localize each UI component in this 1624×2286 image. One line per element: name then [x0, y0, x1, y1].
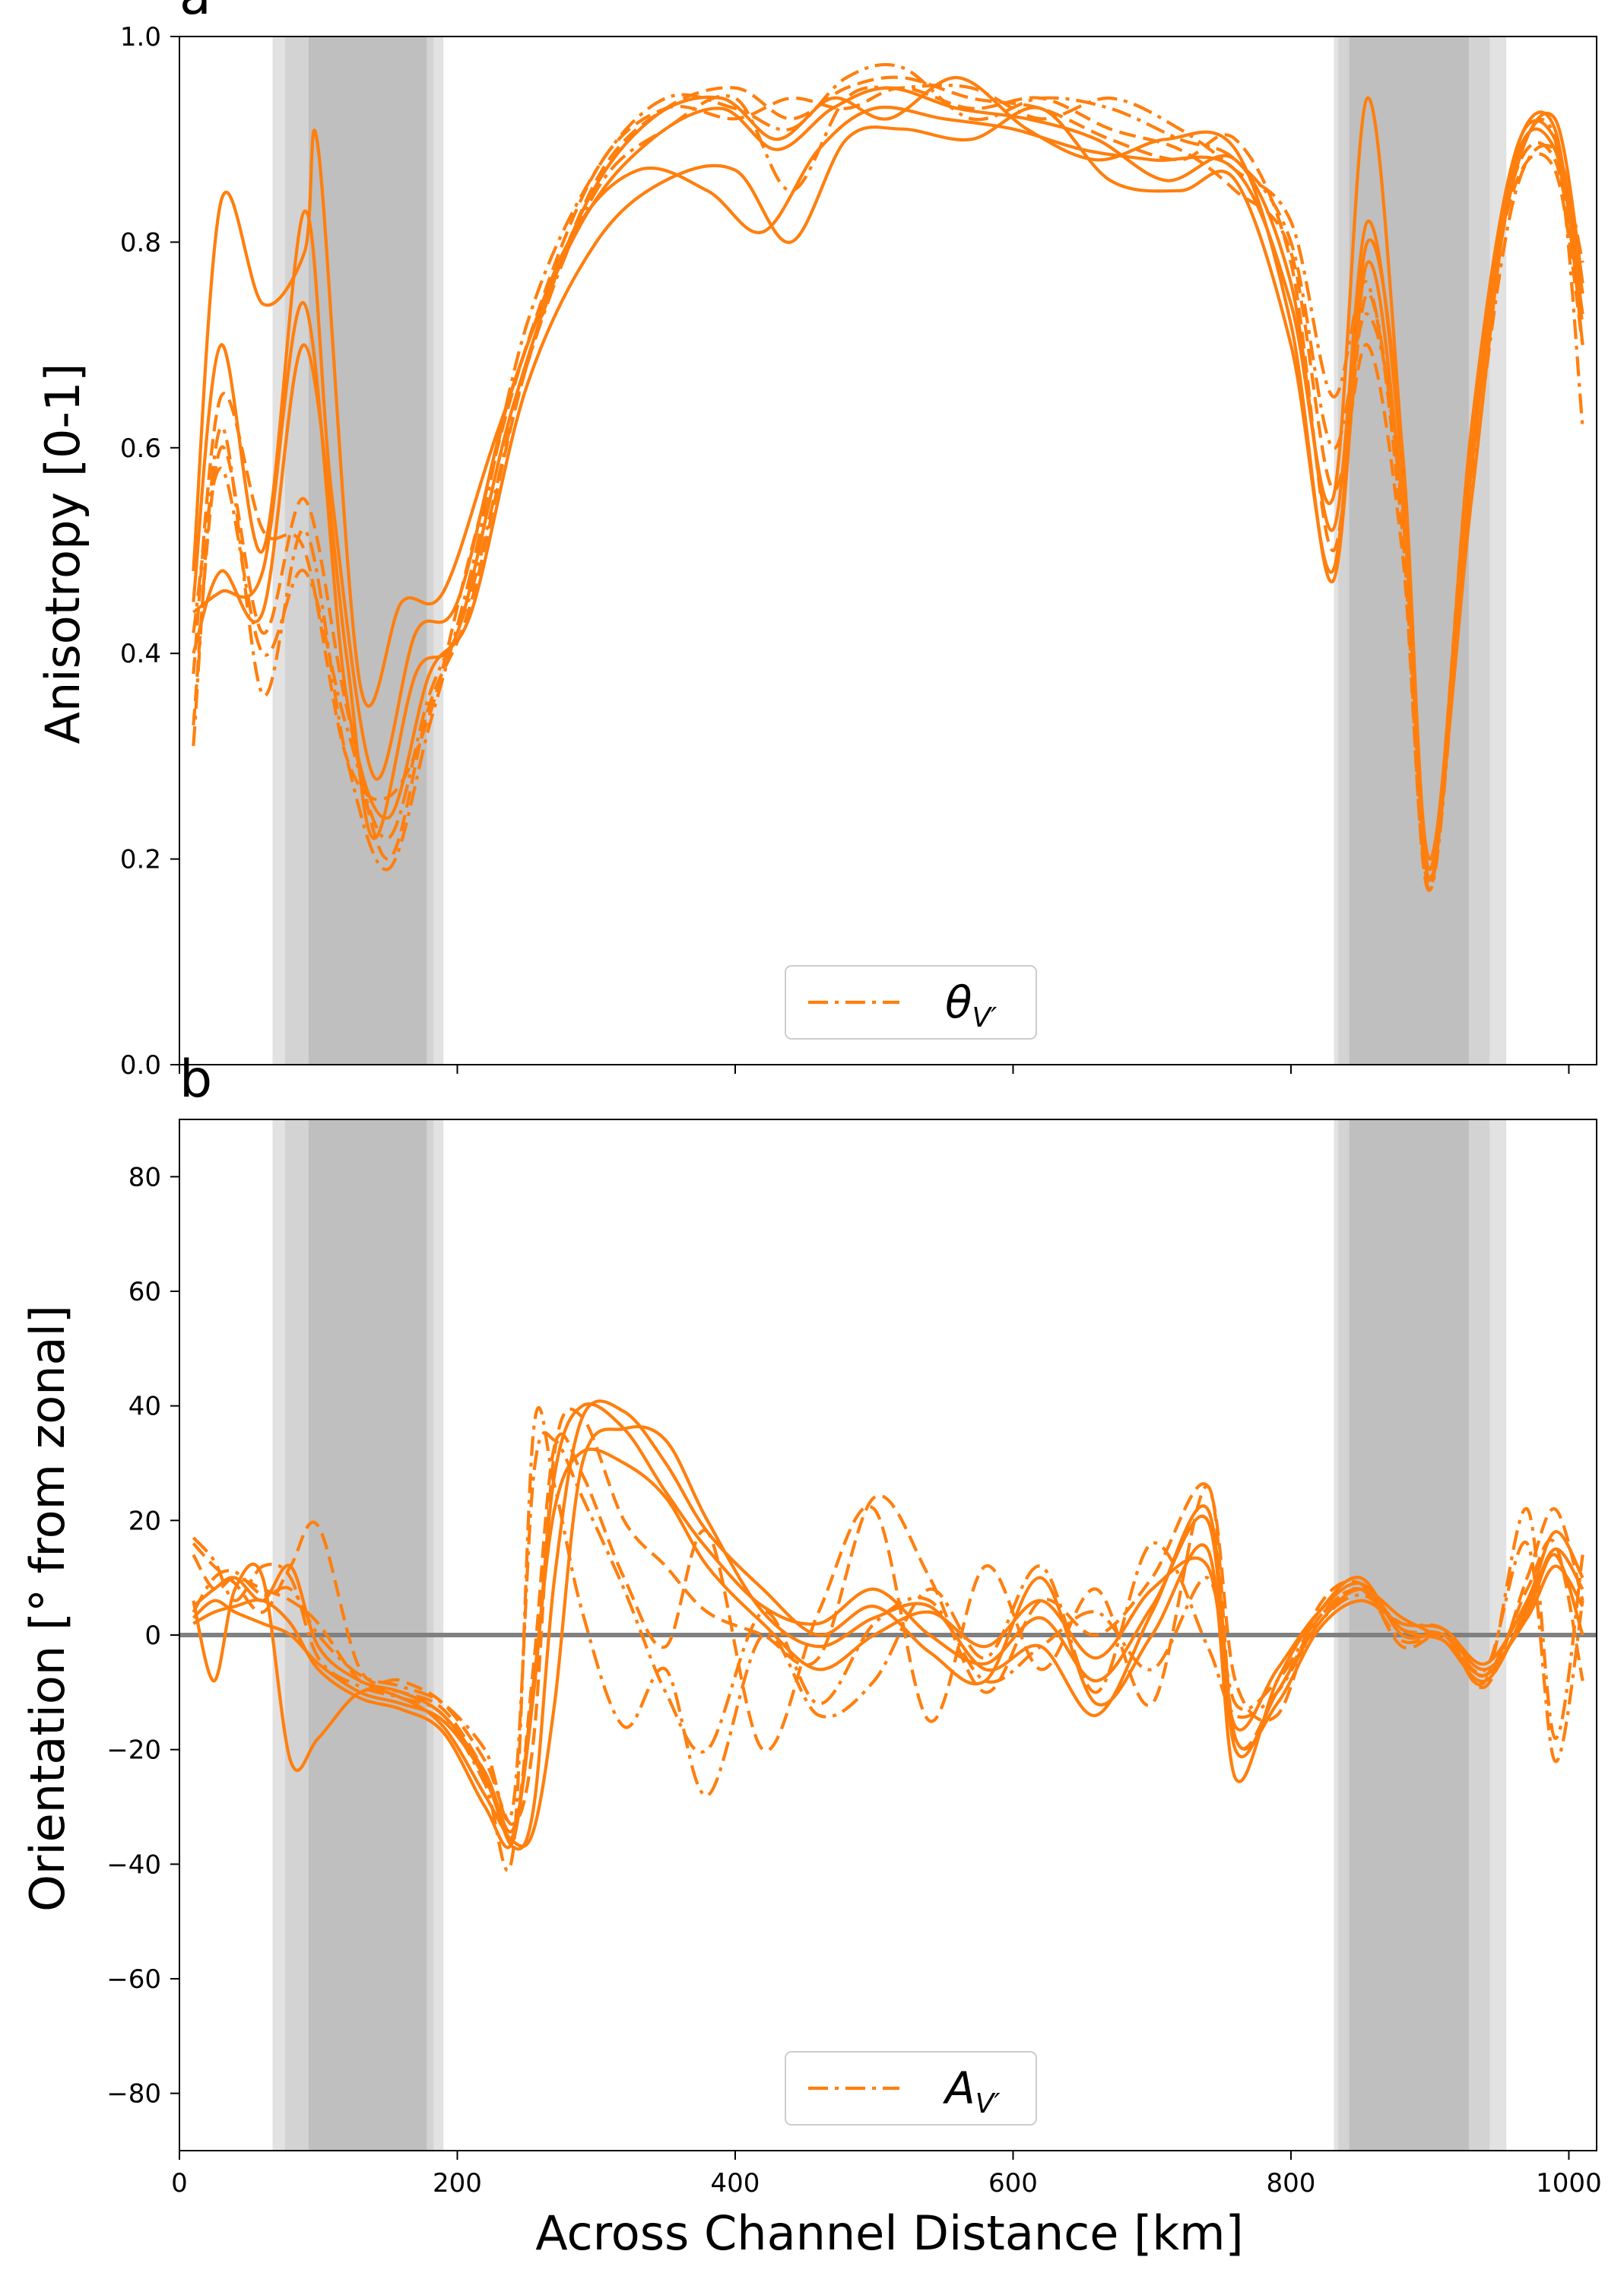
x-tick-label: 400: [711, 2168, 760, 2199]
y-tick-label: −80: [106, 2079, 161, 2110]
legend: θV′: [785, 965, 1037, 1040]
series-group: [192, 62, 1584, 892]
legend-box: [785, 965, 1037, 1040]
axes-frame: [179, 36, 1597, 1065]
x-axis-label: Across Channel Distance [km]: [535, 2205, 1244, 2261]
y-tick-label: 0.0: [120, 1050, 161, 1081]
x-tick-label: 1000: [1536, 2168, 1602, 2199]
panel-letter-b: b: [179, 1049, 212, 1110]
x-tick-label: 600: [988, 2168, 1038, 2199]
y-tick-label: 0.2: [120, 845, 161, 875]
y-axis-label: Anisotropy [0-1]: [35, 364, 90, 745]
panel-letter-a: a: [179, 0, 211, 27]
series-line-run-5: [192, 86, 1584, 883]
series-line-run-6: [192, 62, 1584, 892]
y-tick-label: −60: [106, 1964, 161, 1995]
y-tick-label: −20: [106, 1735, 161, 1766]
y-tick-label: 0.4: [120, 639, 161, 669]
series-line-run-3: [192, 1424, 1584, 1848]
series-line-run-2: [192, 1399, 1584, 1851]
x-tick-label: 800: [1267, 2168, 1316, 2199]
series-line-run-7: [192, 83, 1584, 872]
series-group: [192, 1399, 1584, 1872]
series-line-run-6: [192, 1405, 1584, 1872]
y-tick-label: −40: [106, 1849, 161, 1880]
legend-box: [785, 2051, 1037, 2126]
legend-label: θV′: [945, 976, 997, 1033]
y-tick-label: 0.6: [120, 433, 161, 464]
y-tick-label: 1.0: [120, 22, 161, 52]
tick-group: 0 200 400 600 800 1000 −80 −60 −40 −20 0 20 40 60 80: [106, 1162, 1601, 2199]
x-tick-label: 200: [433, 2168, 482, 2199]
series-line-run-8: [192, 1447, 1584, 1849]
panel-b-orientation: 0 200 400 600 800 1000 −80 −60 −40 −20 0 20 40 60 80 b…: [20, 1049, 1602, 2261]
y-axis-label: Orientation [° from zonal]: [20, 1305, 75, 1912]
y-tick-label: 0.8: [120, 227, 161, 258]
legend-label: AV′: [942, 2062, 1001, 2119]
series-line-run-8: [192, 106, 1584, 861]
x-tick-label: 0: [171, 2168, 188, 2199]
panel-a-anisotropy: 0.0 0.2 0.4 0.6 0.8 1.0 a Anisotropy [0-1] θV…: [35, 0, 1597, 1081]
legend: AV′: [785, 2051, 1037, 2126]
y-tick-label: 0: [144, 1621, 161, 1651]
y-tick-label: 60: [128, 1277, 161, 1307]
y-tick-label: 20: [128, 1506, 161, 1536]
tick-group: 0.0 0.2 0.4 0.6 0.8 1.0: [120, 22, 1570, 1081]
shaded-band-3: [308, 37, 427, 1065]
y-tick-label: 80: [128, 1162, 161, 1192]
y-tick-label: 40: [128, 1392, 161, 1422]
